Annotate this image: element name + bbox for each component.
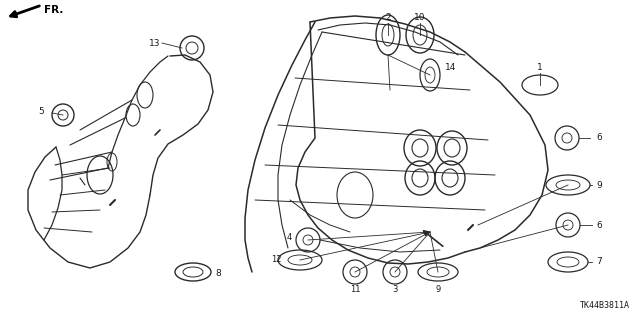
Text: 13: 13 [148, 39, 160, 48]
Text: 5: 5 [38, 108, 44, 116]
Text: FR.: FR. [44, 5, 63, 15]
Text: 6: 6 [596, 133, 602, 143]
Text: 3: 3 [392, 285, 397, 293]
Text: 9: 9 [596, 181, 602, 189]
Text: 8: 8 [215, 270, 221, 278]
Text: 12: 12 [271, 256, 282, 264]
Text: 9: 9 [435, 285, 440, 293]
Text: 1: 1 [537, 63, 543, 72]
Text: 7: 7 [596, 257, 602, 266]
Text: 14: 14 [445, 63, 456, 72]
Text: TK44B3811A: TK44B3811A [580, 301, 630, 310]
Text: 11: 11 [349, 285, 360, 293]
Text: 4: 4 [287, 234, 292, 242]
Text: 6: 6 [596, 220, 602, 229]
Text: 10: 10 [414, 13, 426, 23]
Text: 2: 2 [385, 13, 391, 23]
